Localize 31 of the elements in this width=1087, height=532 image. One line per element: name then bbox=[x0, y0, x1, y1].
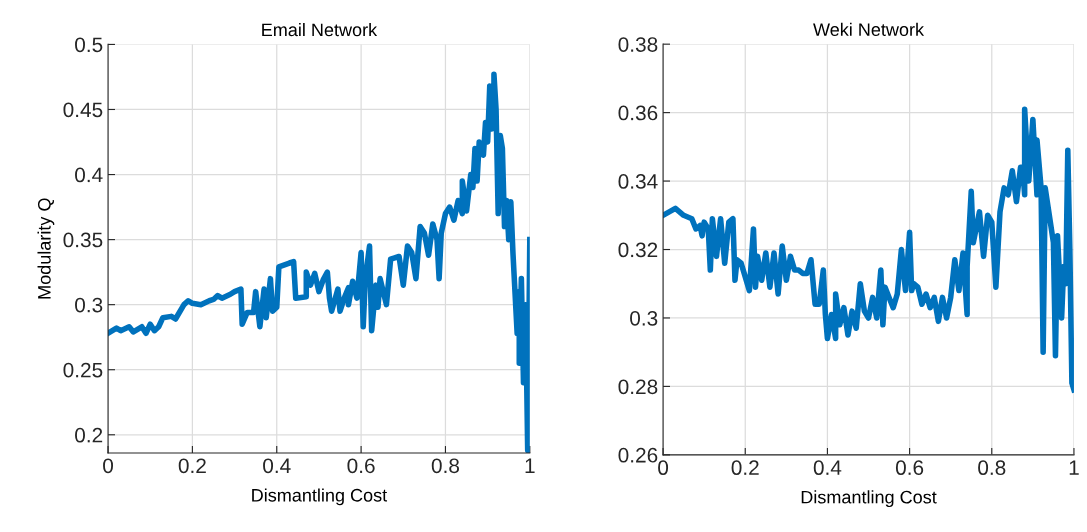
x-tick-label: 0.8 bbox=[431, 458, 460, 474]
chart-title: Email Network bbox=[262, 23, 378, 37]
x-tick-label: 0.8 bbox=[978, 460, 1006, 476]
x-tick-label: 0 bbox=[103, 458, 114, 474]
x-tick-label: 0.6 bbox=[895, 460, 924, 476]
y-axis-title: Modularity Q bbox=[37, 198, 55, 299]
x-tick-label: 1 bbox=[1069, 460, 1079, 475]
x-axis-title: Dismantling Cost bbox=[801, 490, 937, 508]
y-tick-label: 0.5 bbox=[75, 37, 103, 53]
y-tick-label: 0.45 bbox=[63, 102, 103, 118]
x-tick-label: 0.2 bbox=[178, 458, 206, 474]
y-tick-label: 0.2 bbox=[75, 427, 103, 443]
y-tick-label: 0.34 bbox=[618, 174, 658, 189]
x-tick-label: 0.4 bbox=[263, 458, 291, 474]
x-tick-label: 0.2 bbox=[731, 460, 759, 476]
y-tick-label: 0.4 bbox=[75, 167, 103, 183]
y-tick-label: 0.36 bbox=[618, 105, 658, 121]
y-tick-label: 0.25 bbox=[63, 362, 103, 378]
y-tick-label: 0.35 bbox=[63, 232, 103, 248]
y-tick-label: 0.3 bbox=[75, 297, 103, 313]
y-tick-label: 0.26 bbox=[618, 447, 658, 463]
x-axis-title: Dismantling Cost bbox=[252, 488, 388, 506]
x-tick-label: 0.6 bbox=[347, 458, 375, 474]
y-tick-label: 0.32 bbox=[618, 242, 658, 258]
x-tick-label: 0.4 bbox=[813, 460, 842, 476]
x-tick-label: 0 bbox=[658, 460, 669, 476]
y-tick-label: 0.3 bbox=[630, 310, 658, 326]
chart-title: Weki Network bbox=[813, 22, 925, 36]
y-tick-label: 0.38 bbox=[618, 37, 658, 52]
y-tick-label: 0.28 bbox=[618, 379, 658, 395]
x-tick-label: 1 bbox=[525, 458, 535, 473]
